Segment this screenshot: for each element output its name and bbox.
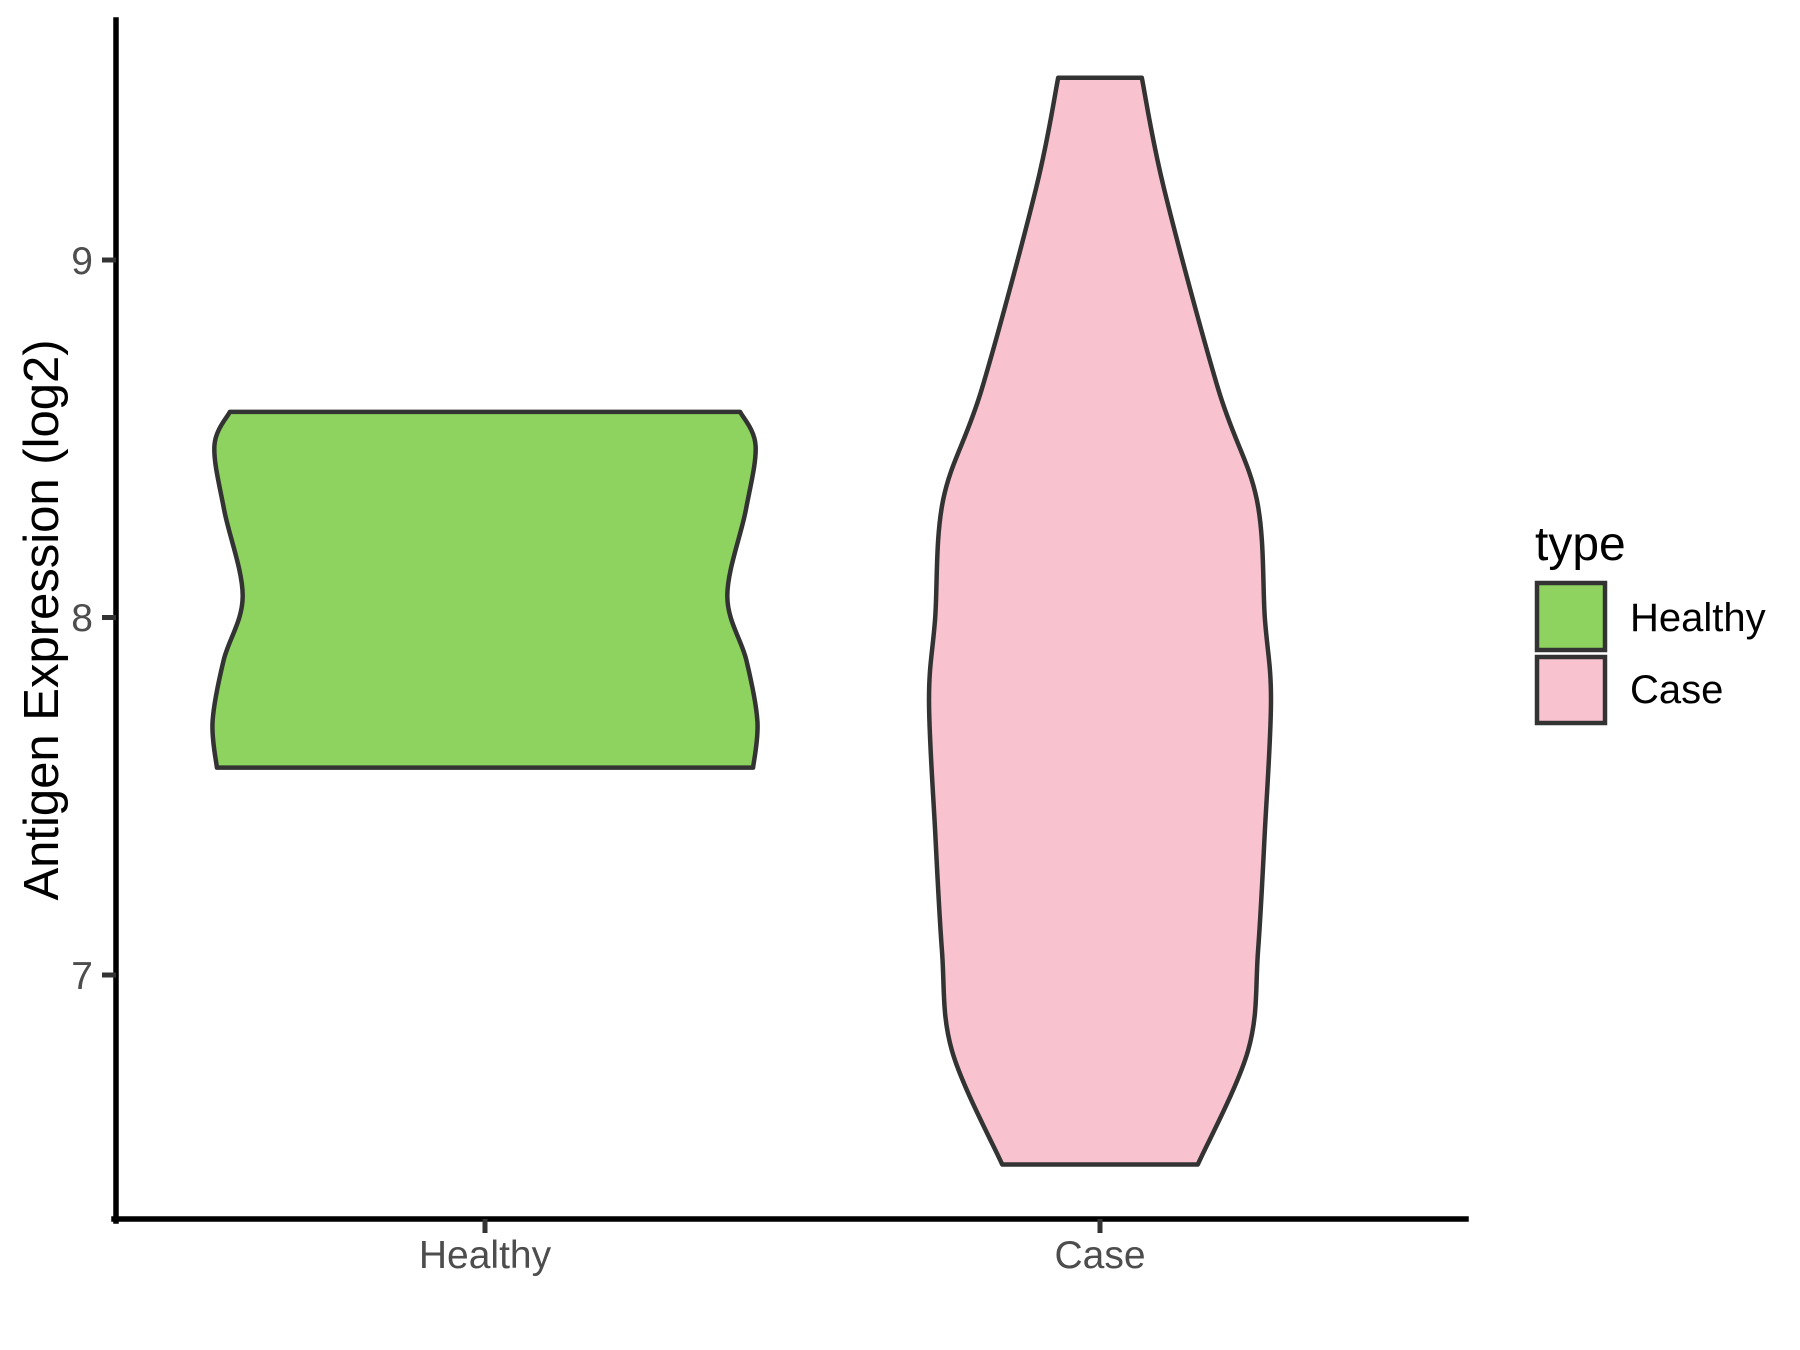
y-axis-title: Antigen Expression (log2): [15, 339, 69, 900]
legend-key-healthy: [1534, 580, 1608, 653]
x-label-healthy: Healthy: [419, 1234, 552, 1277]
violin-healthy: [210, 409, 760, 770]
legend: type Healthy Case: [1534, 518, 1766, 726]
y-tick-label-7: 7: [71, 955, 93, 998]
x-label-case: Case: [1054, 1234, 1145, 1277]
legend-key-case: [1534, 654, 1608, 726]
legend-title: type: [1535, 518, 1626, 571]
legend-label-case: Case: [1630, 668, 1723, 712]
y-tick-label-9: 9: [71, 240, 93, 283]
y-tick-label-8: 8: [71, 597, 93, 640]
legend-label-healthy: Healthy: [1630, 596, 1766, 640]
violins-layer: [210, 75, 1274, 1167]
violin-case: [926, 75, 1274, 1167]
